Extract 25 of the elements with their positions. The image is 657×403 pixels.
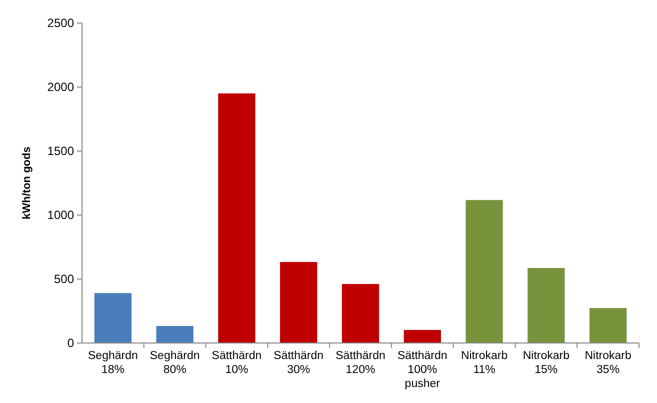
x-tick-label: Sätthärdn 10% [212, 350, 262, 376]
y-tick-label: 1500 [47, 144, 74, 158]
y-tick-label: 0 [67, 336, 74, 350]
x-tick-label: Nitrokarb 15% [522, 350, 570, 376]
y-axis-title: kWh/ton gods [21, 146, 33, 220]
y-tick-label: 2500 [47, 16, 74, 30]
bar [466, 200, 503, 343]
y-tick-label: 2000 [47, 80, 74, 94]
y-tick-label: 500 [54, 272, 74, 286]
bar [280, 262, 318, 343]
bar [218, 93, 256, 343]
x-tick-label: Nitrokarb 11% [460, 350, 508, 376]
bar [156, 326, 194, 343]
bar [528, 268, 565, 343]
x-tick-label: Nitrokarb 35% [584, 350, 632, 376]
y-tick-label: 1000 [47, 208, 74, 222]
x-tick-label: Seghärdn 80% [150, 350, 200, 376]
x-tick-label: Seghärdn 18% [88, 350, 138, 376]
x-tick-label: Sätthärdn 120% [336, 350, 386, 376]
x-tick-label: Sätthärdn 100% pusher [397, 350, 448, 390]
bar [94, 293, 132, 343]
x-tick-label: Sätthärdn 30% [274, 350, 324, 376]
bar [589, 308, 627, 343]
bar [342, 284, 380, 343]
bar [404, 330, 441, 343]
